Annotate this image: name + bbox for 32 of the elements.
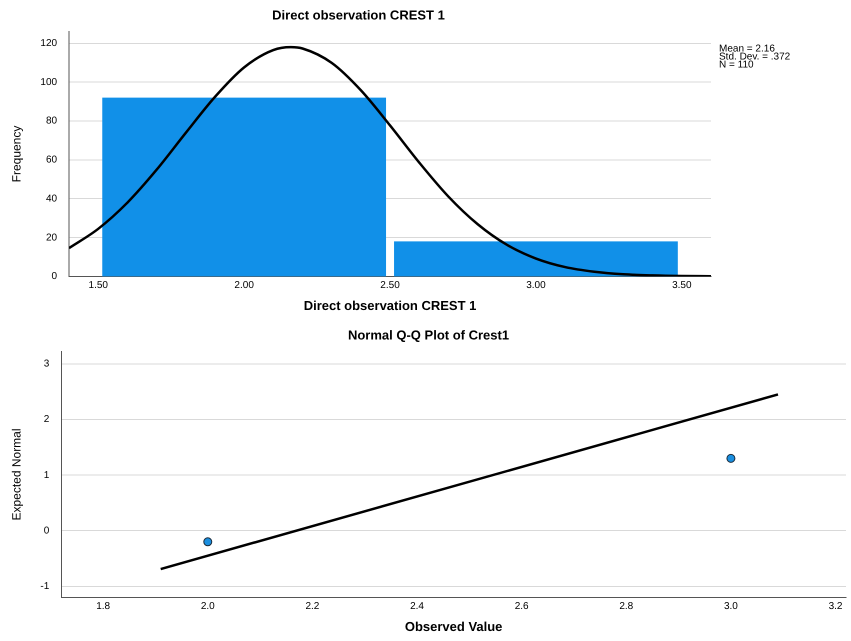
y-tick-label: -1 [40, 581, 50, 592]
y-tick-label: 40 [46, 193, 58, 204]
y-tick-label: 100 [40, 76, 58, 88]
x-tick-label: 3.0 [724, 601, 738, 612]
y-tick-label: 1 [44, 470, 50, 481]
x-axis-title: Direct observation CREST 1 [304, 298, 476, 313]
x-axis-title: Observed Value [404, 618, 502, 634]
y-tick-label: 80 [46, 116, 58, 127]
x-tick-label: 3.2 [828, 601, 843, 612]
chart-title: Direct observation CREST 1 [272, 7, 445, 22]
x-tick-label: 2.00 [234, 280, 254, 292]
x-tick-label: 2.50 [380, 280, 400, 292]
y-tick-label: 60 [46, 154, 58, 166]
y-tick-label: 2 [44, 414, 50, 426]
y-axis-title: Expected Normal [10, 428, 24, 521]
x-tick-label: 2.8 [619, 601, 634, 612]
x-tick-label: 2.4 [410, 601, 424, 612]
text: N = 110 [719, 59, 754, 70]
chart-title: Normal Q-Q Plot of Crest1 [348, 327, 510, 342]
y-tick-label: 120 [40, 38, 58, 50]
y-axis-title: Frequency [10, 126, 24, 182]
y-tick-label: 20 [46, 232, 58, 244]
x-tick-label: 1.8 [96, 601, 111, 612]
x-tick-label: 2.6 [514, 601, 530, 612]
x-tick-label: 3.50 [672, 280, 692, 292]
y-tick-label: 3 [44, 358, 50, 370]
x-tick-label: 2.0 [200, 601, 216, 612]
x-tick-label: 3.00 [526, 280, 546, 292]
x-tick-label: 2.2 [305, 601, 320, 612]
y-tick-label: 0 [44, 525, 50, 536]
x-tick-label: 1.50 [88, 280, 108, 292]
y-tick-label: 0 [52, 271, 58, 282]
